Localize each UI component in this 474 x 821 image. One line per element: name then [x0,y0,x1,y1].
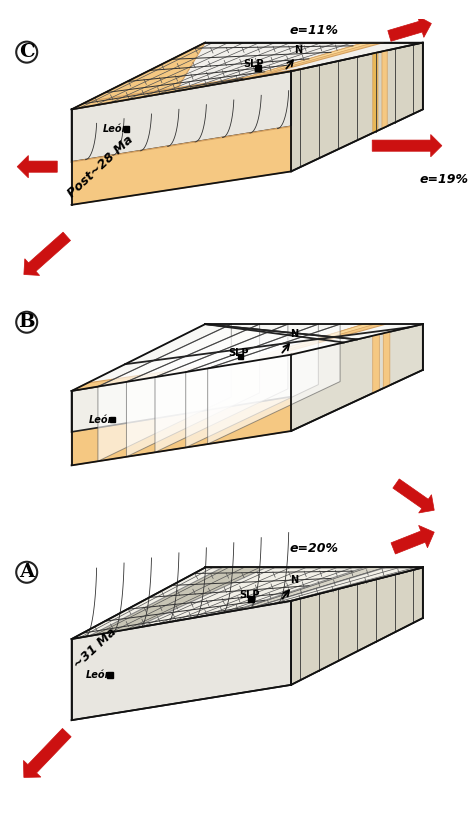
Polygon shape [72,43,423,109]
FancyArrow shape [17,155,57,178]
Polygon shape [373,334,379,393]
FancyArrow shape [372,135,442,157]
Bar [110,417,116,423]
Polygon shape [291,567,423,685]
Text: N: N [290,328,298,339]
Bar [107,672,113,678]
Bar [255,66,261,71]
Text: C: C [19,44,35,61]
Polygon shape [72,324,423,391]
Text: León: León [89,415,115,424]
Text: SLP: SLP [228,347,249,358]
Polygon shape [72,601,291,720]
Polygon shape [291,324,423,431]
Polygon shape [373,53,378,133]
Polygon shape [127,324,260,456]
Text: e=11%: e=11% [290,24,339,37]
Text: e=20%: e=20% [290,542,339,555]
Polygon shape [72,68,307,109]
FancyArrow shape [24,728,71,777]
Text: León: León [103,124,129,134]
Polygon shape [383,332,390,388]
FancyArrow shape [393,479,434,513]
Polygon shape [186,324,319,447]
Polygon shape [232,43,383,81]
Polygon shape [155,324,288,452]
Bar [237,354,243,360]
Text: N: N [290,575,298,585]
Text: León: León [86,670,112,681]
FancyArrow shape [388,16,431,41]
Text: SLP: SLP [239,590,259,600]
Polygon shape [72,126,291,204]
Text: ~31 Ma: ~31 Ma [72,626,119,672]
Polygon shape [291,43,423,172]
FancyArrow shape [391,525,434,554]
Text: Post~28 Ma: Post~28 Ma [65,133,136,200]
Polygon shape [232,567,386,611]
Polygon shape [98,324,231,461]
Polygon shape [232,43,374,81]
Polygon shape [232,324,386,365]
Text: SLP: SLP [243,59,264,70]
Text: A: A [19,563,34,581]
Polygon shape [382,50,387,129]
Polygon shape [72,567,423,639]
Polygon shape [208,324,340,444]
Polygon shape [72,71,291,162]
FancyArrow shape [24,232,71,275]
Text: B: B [18,314,35,331]
Polygon shape [72,351,307,391]
Polygon shape [72,355,291,432]
Polygon shape [72,43,205,109]
Polygon shape [89,567,266,636]
Polygon shape [232,324,375,365]
Bar [124,126,129,131]
Polygon shape [72,397,291,466]
Text: e=19%: e=19% [420,172,469,186]
Bar [248,596,254,602]
Text: N: N [294,44,302,55]
